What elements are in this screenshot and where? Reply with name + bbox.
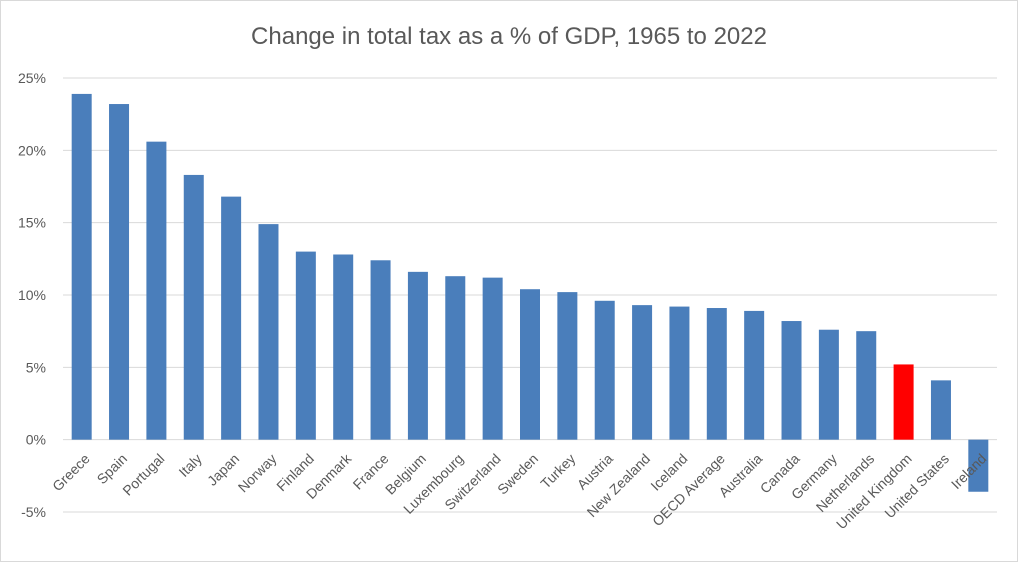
y-tick-label: -5% — [21, 504, 46, 520]
y-tick-label: 20% — [18, 142, 46, 158]
bar — [781, 321, 802, 440]
x-category-label: Italy — [175, 450, 204, 479]
bar — [109, 104, 130, 440]
y-tick-label: 15% — [18, 215, 46, 231]
bar — [445, 276, 466, 440]
bar — [520, 289, 540, 440]
x-category-label: Turkey — [537, 450, 578, 491]
y-tick-label: 0% — [26, 432, 46, 448]
bar — [818, 329, 839, 440]
bar — [968, 439, 989, 492]
y-tick-label: 25% — [18, 70, 46, 86]
bar — [557, 292, 578, 440]
bar — [744, 310, 765, 440]
bar — [71, 93, 92, 440]
bar — [930, 380, 951, 440]
x-category-label: Greece — [49, 450, 93, 494]
bar — [706, 308, 727, 440]
bar — [594, 300, 615, 440]
bar — [893, 364, 914, 440]
bar — [146, 141, 167, 440]
bar — [482, 277, 503, 440]
x-category-label: Norway — [235, 450, 280, 495]
bar — [407, 271, 428, 440]
chart-title: Change in total tax as a % of GDP, 1965 … — [251, 23, 767, 50]
bar — [258, 224, 279, 440]
x-category-label: Sweden — [494, 450, 541, 497]
bar — [632, 305, 653, 440]
bar — [333, 254, 354, 440]
bar — [370, 260, 391, 440]
y-axis-ticks: -5% 0% 5% 10% 15% 20% 25% — [18, 70, 46, 520]
y-tick-label: 5% — [26, 359, 46, 375]
x-category-label: Portugal — [119, 450, 167, 498]
bar — [856, 331, 877, 440]
bar — [295, 251, 316, 440]
bars — [71, 93, 989, 492]
bar — [183, 174, 204, 440]
y-tick-label: 10% — [18, 287, 46, 303]
bar — [221, 196, 242, 440]
bar — [669, 306, 690, 440]
